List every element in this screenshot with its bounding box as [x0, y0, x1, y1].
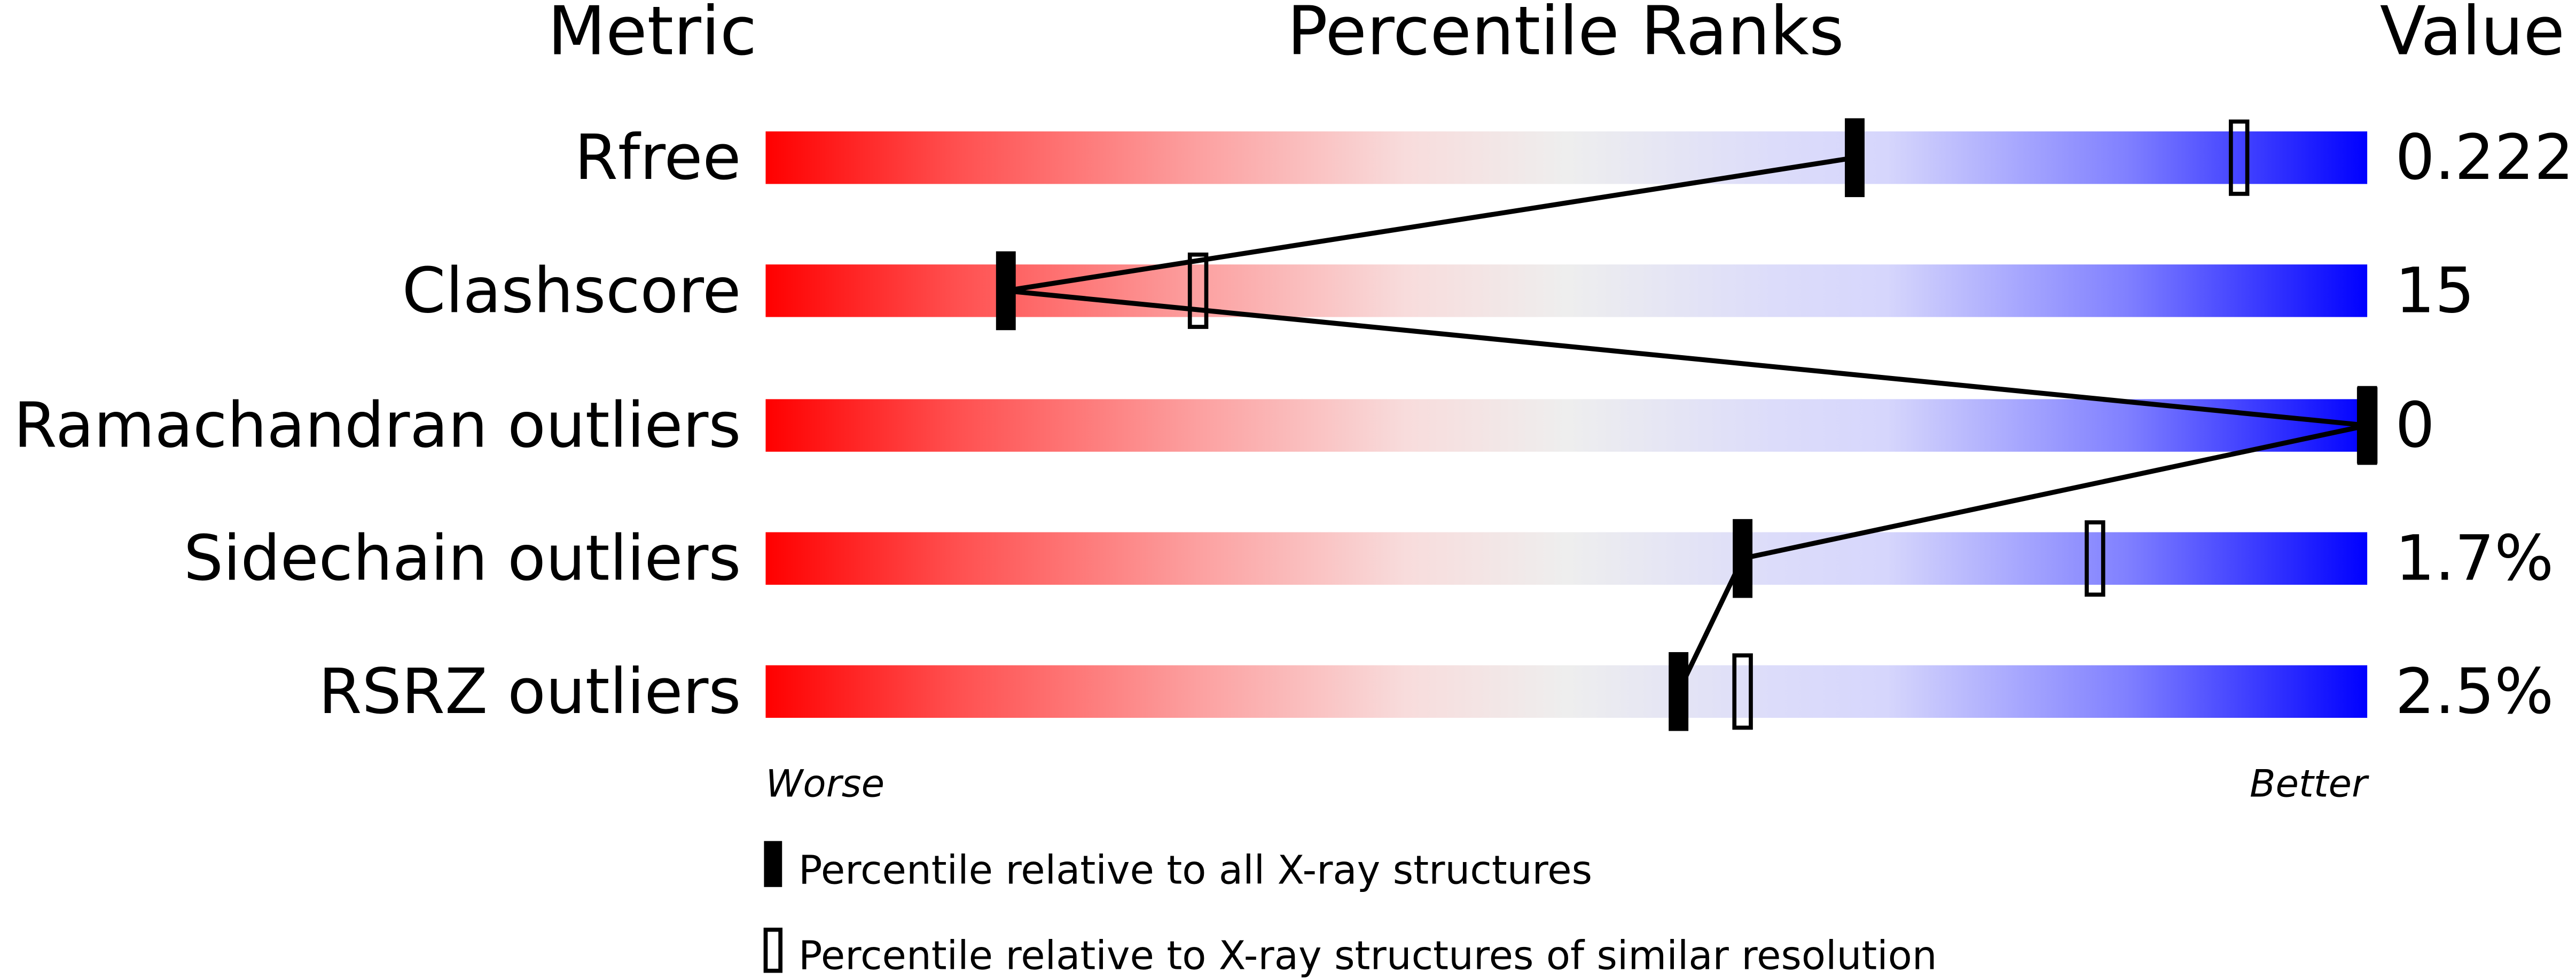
header-metric: Metric [547, 0, 757, 70]
legend-filled-marker-icon [764, 841, 782, 887]
metric-label: RSRZ outliers [318, 655, 741, 728]
metric-value: 2.5% [2395, 655, 2554, 728]
metric-label: Clashscore [402, 254, 741, 327]
similar-resolution-marker [1187, 252, 1209, 329]
legend-similar-label: Percentile relative to X-ray structures … [798, 933, 1937, 979]
percentile-bar [765, 532, 2368, 585]
similar-resolution-marker [2228, 119, 2250, 196]
axis-better-label: Better [2250, 762, 2369, 806]
axis-worse-label: Worse [765, 762, 884, 806]
percentile-bar [765, 264, 2368, 317]
metric-value: 15 [2395, 254, 2475, 327]
header-value: Value [2380, 0, 2565, 70]
percentile-bar [765, 399, 2368, 452]
metric-label: Ramachandran outliers [13, 389, 741, 462]
metric-value: 1.7% [2395, 522, 2554, 595]
all-structures-marker [996, 251, 1016, 331]
header-percentile: Percentile Ranks [1287, 0, 1844, 70]
metric-label: Sidechain outliers [184, 522, 741, 595]
metric-value: 0.222 [2395, 121, 2574, 194]
percentile-bar [765, 665, 2368, 718]
similar-resolution-marker [2085, 520, 2105, 597]
percentile-bar [765, 131, 2368, 184]
metric-label: Rfree [575, 121, 741, 194]
similar-resolution-marker [1732, 653, 1753, 730]
metric-value: 0 [2395, 389, 2434, 462]
all-structures-marker [1669, 652, 1689, 731]
legend-all-label: Percentile relative to all X-ray structu… [798, 848, 1592, 894]
all-structures-marker [2357, 386, 2377, 465]
all-structures-marker [1845, 118, 1865, 198]
legend-hollow-marker-icon [763, 927, 783, 973]
all-structures-marker [1733, 519, 1753, 598]
